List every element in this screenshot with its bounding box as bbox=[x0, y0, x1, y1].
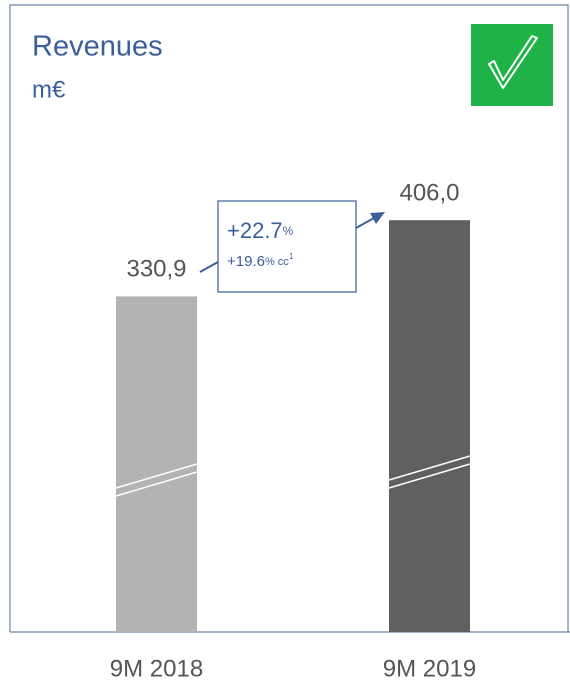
arrow bbox=[355, 217, 375, 229]
arrow bbox=[199, 261, 219, 273]
chart-title: Revenues bbox=[32, 31, 163, 63]
annotation-suffix: % cc bbox=[265, 256, 289, 268]
value-label: 406,0 bbox=[399, 180, 459, 207]
annotation-box bbox=[217, 200, 357, 293]
annotation-main: +22.7 bbox=[227, 218, 283, 243]
annotation-suffix: % bbox=[283, 224, 294, 238]
annotation-main: +19.6 bbox=[227, 253, 265, 270]
value-label: 330,9 bbox=[126, 256, 186, 283]
axis-break bbox=[388, 463, 471, 489]
annotation-text: +22.7% bbox=[227, 218, 294, 243]
bar bbox=[389, 220, 470, 632]
frame bbox=[9, 4, 569, 632]
axis-break bbox=[388, 455, 471, 481]
x-tick-label: 9M 2019 bbox=[383, 655, 476, 682]
arrow-head bbox=[370, 212, 385, 224]
annotation-text: +19.6% cc1 bbox=[227, 252, 294, 270]
check-icon bbox=[471, 24, 553, 106]
axis-break bbox=[115, 471, 198, 497]
axis-break bbox=[115, 463, 198, 489]
x-tick-label: 9M 2018 bbox=[110, 655, 203, 682]
chart-subtitle: m€ bbox=[32, 76, 66, 103]
annotation-sup: 1 bbox=[289, 252, 294, 261]
bar bbox=[116, 296, 197, 632]
